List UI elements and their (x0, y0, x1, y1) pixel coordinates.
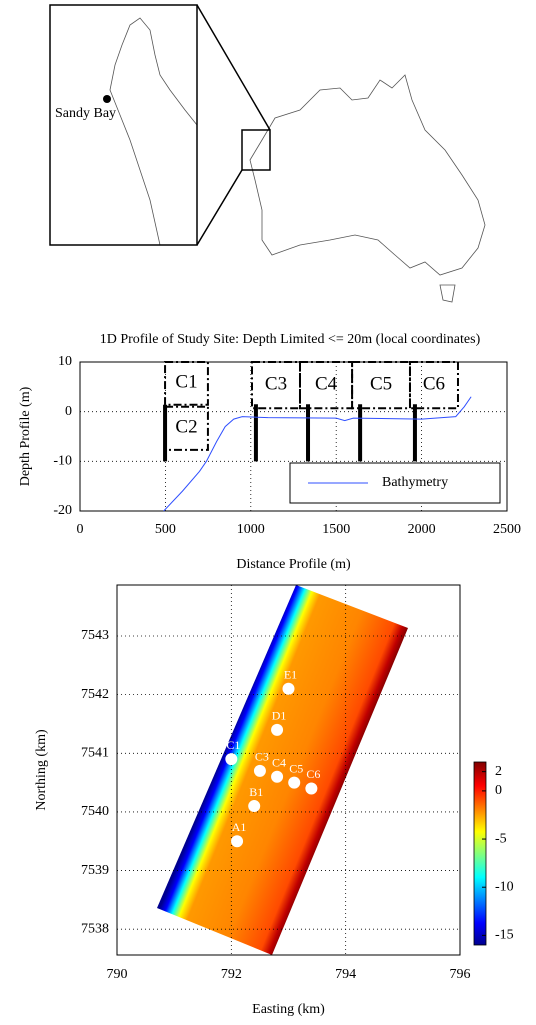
y-axis-label: Northing (km) (34, 729, 49, 811)
plot-frame (116, 584, 461, 956)
station (225, 753, 238, 766)
colorbar (473, 761, 487, 946)
station (271, 770, 284, 783)
station-label: D1 (272, 709, 287, 723)
x-tick-label: 1000 (237, 522, 265, 537)
x-tick-label: 796 (450, 967, 471, 982)
x-axis-label: Easting (km) (252, 1002, 325, 1017)
y-tick-label: 7543 (81, 628, 109, 643)
region-label: C3 (265, 373, 287, 394)
x-tick-label: 0 (77, 522, 84, 537)
x-tick-label: 790 (107, 967, 128, 982)
site-label: Sandy Bay (55, 106, 116, 121)
chart-title: 1D Profile of Study Site: Depth Limited … (100, 332, 481, 347)
region-box (298, 361, 354, 410)
tasmania-outline (439, 284, 456, 303)
station (248, 800, 261, 813)
y-tick-label: -10 (53, 454, 72, 469)
colorbar-tick-label: -5 (495, 831, 507, 846)
region-label: C5 (370, 373, 392, 394)
y-tick-label: 7541 (81, 746, 109, 761)
y-tick-label: 7540 (81, 804, 109, 819)
station (282, 682, 295, 695)
region-label: C2 (175, 417, 197, 438)
station-label: C1 (226, 738, 240, 752)
region-label: C1 (175, 372, 197, 393)
x-tick-label: 2000 (408, 522, 436, 537)
station (271, 723, 284, 736)
map (49, 4, 486, 303)
region-label: C4 (315, 373, 338, 394)
zoom-line (196, 169, 243, 246)
colorbar-tick-label: 0 (495, 783, 502, 798)
y-tick-label: -20 (53, 503, 72, 518)
inset-coastline (109, 17, 198, 246)
station-label: E1 (284, 668, 297, 682)
station-label: C3 (255, 750, 269, 764)
station-label: B1 (249, 785, 263, 799)
y-tick-label: 7542 (81, 687, 109, 702)
x-tick-label: 794 (335, 967, 356, 982)
station (253, 764, 266, 777)
region-box (164, 361, 209, 406)
legend-label: Bathymetry (382, 475, 448, 490)
station-label: A1 (232, 820, 247, 834)
site-dot (103, 95, 111, 103)
y-tick-label: 0 (65, 404, 72, 419)
colorbar-tick-label: -10 (495, 879, 514, 894)
region-box (408, 361, 459, 410)
region-label: C6 (423, 373, 445, 394)
y-tick-label: 7538 (81, 921, 109, 936)
zoom-line (196, 4, 271, 131)
colorbar-tick-label: 2 (495, 764, 502, 779)
x-tick-label: 500 (155, 522, 176, 537)
bathymetry-field (157, 585, 408, 955)
region-box (250, 361, 301, 410)
y-tick-label: 7539 (81, 863, 109, 878)
x-tick-label: 1500 (322, 522, 350, 537)
colorbar-tick-label: -15 (495, 928, 514, 943)
inset-frame (49, 4, 198, 246)
station-label: C4 (272, 755, 286, 769)
x-axis-label: Distance Profile (m) (236, 557, 351, 572)
australia-outline (249, 74, 486, 276)
data-line (163, 396, 472, 512)
y-tick-label: 10 (58, 354, 72, 369)
site-box (241, 129, 271, 171)
y-axis-label: Depth Profile (m) (18, 386, 33, 486)
station (231, 835, 244, 848)
station-label: C6 (306, 767, 320, 781)
plot-frame (79, 361, 508, 512)
x-tick-label: 792 (221, 967, 242, 982)
station (288, 776, 301, 789)
station-label: C5 (289, 761, 303, 775)
station (305, 782, 318, 795)
x-tick-label: 2500 (493, 522, 521, 537)
